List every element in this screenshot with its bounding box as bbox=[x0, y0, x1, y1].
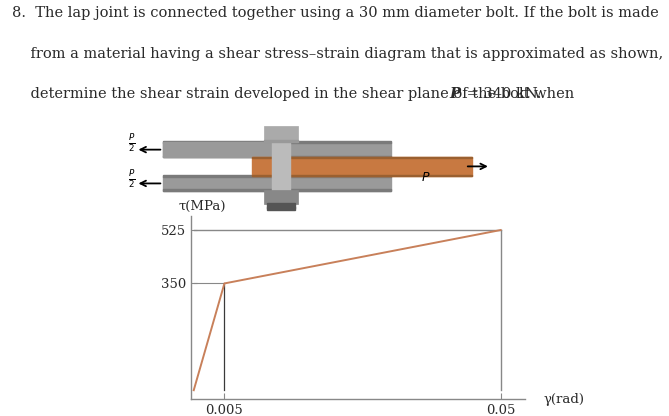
Bar bbox=[163, 156, 391, 157]
Text: $\frac{P}{2}$: $\frac{P}{2}$ bbox=[128, 132, 136, 154]
Text: from a material having a shear stress–strain diagram that is approximated as sho: from a material having a shear stress–st… bbox=[12, 47, 663, 61]
Text: P: P bbox=[450, 87, 460, 102]
Bar bbox=[268, 203, 294, 208]
Bar bbox=[163, 141, 391, 143]
Bar bbox=[252, 175, 472, 176]
Text: $P$: $P$ bbox=[421, 171, 430, 184]
Bar bbox=[163, 189, 391, 191]
Text: $\frac{P}{2}$: $\frac{P}{2}$ bbox=[128, 168, 136, 190]
Text: determine the shear strain developed in the shear plane of the bolt when: determine the shear strain developed in … bbox=[12, 87, 579, 102]
Bar bbox=[264, 126, 298, 142]
Text: τ(MPa): τ(MPa) bbox=[179, 200, 226, 213]
Text: γ(rad): γ(rad) bbox=[544, 393, 585, 406]
Bar bbox=[268, 207, 294, 210]
Text: 8.  The lap joint is connected together using a 30 mm diameter bolt. If the bolt: 8. The lap joint is connected together u… bbox=[12, 6, 659, 20]
Bar bbox=[163, 142, 391, 157]
Bar bbox=[264, 190, 298, 204]
Bar bbox=[163, 142, 281, 157]
Bar bbox=[272, 142, 290, 191]
Bar bbox=[163, 176, 391, 191]
Bar bbox=[163, 175, 391, 177]
Text: = 340 kN.: = 340 kN. bbox=[462, 87, 541, 102]
Bar bbox=[264, 140, 298, 142]
Bar bbox=[252, 157, 472, 176]
Bar bbox=[252, 157, 472, 158]
